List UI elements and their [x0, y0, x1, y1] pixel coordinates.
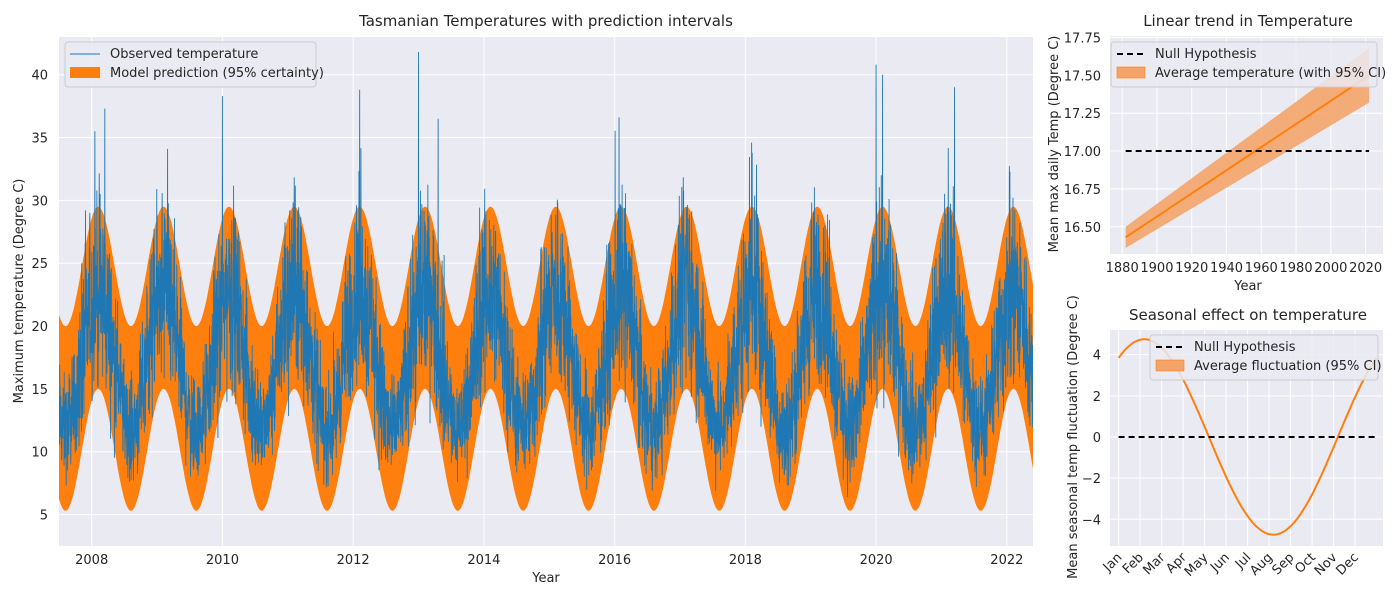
trend-y-tick-label: 17.00	[1064, 145, 1101, 160]
main-y-tick-label: 10	[31, 446, 48, 461]
main-chart: 2008 2010 2012 2014 2016 2018 2020 2022 5 10 15 20…	[12, 12, 1033, 586]
seasonal-y-tick-label: 0	[1093, 431, 1101, 446]
main-x-tick-label: 2014	[467, 553, 500, 568]
legend-swatch-seasonal-band	[1155, 359, 1185, 372]
trend-y-axis-label: Mean max daily Temp (Degree C)	[1047, 36, 1062, 253]
trend-y-tick-label: 17.25	[1064, 107, 1101, 122]
legend-label-seasonal-null: Null Hypothesis	[1194, 340, 1296, 355]
trend-mean-line	[1125, 74, 1370, 239]
trend-x-tick-label: 1980	[1280, 261, 1313, 276]
legend-label-observed: Observed temperature	[110, 47, 258, 62]
main-y-tick-label: 5	[40, 509, 48, 524]
main-y-tick-label: 30	[31, 194, 48, 209]
main-y-tick-label: 35	[31, 132, 48, 147]
main-x-tick-label: 2010	[206, 553, 239, 568]
trend-y-tick-label: 17.75	[1064, 32, 1101, 47]
seasonal-legend: Null Hypothesis Average fluctuation (95%…	[1149, 334, 1382, 381]
main-legend: Observed temperature Model prediction (9…	[64, 41, 324, 88]
main-y-axis-label: Maximum temperature (Degree C)	[12, 179, 27, 404]
seasonal-x-tick-label: Feb	[1120, 550, 1147, 577]
observed-temperature-line	[59, 52, 1033, 498]
seasonal-x-tick-label: Oct	[1292, 550, 1319, 577]
legend-label-seasonal-band: Average fluctuation (95% CI)	[1194, 359, 1382, 374]
seasonal-legend-box	[1149, 334, 1379, 381]
seasonal-x-tick-label: Jan	[1100, 550, 1125, 575]
legend-swatch-model	[70, 67, 100, 78]
seasonal-y-tick-label: −4	[1082, 513, 1101, 528]
main-x-tick-label: 2016	[598, 553, 631, 568]
trend-x-tick-label: 1940	[1210, 261, 1243, 276]
seasonal-x-tick-label: Dec	[1333, 550, 1361, 578]
seasonal-chart-title: Seasonal effect on temperature	[1129, 306, 1367, 324]
trend-x-tick-labels: 1880 1900 1920 1940 1960 1980 2000 2020	[1106, 261, 1383, 276]
trend-x-tick-label: 1920	[1175, 261, 1208, 276]
main-y-tick-label: 25	[31, 257, 48, 272]
main-x-tick-label: 2012	[337, 553, 370, 568]
trend-y-tick-label: 16.75	[1064, 183, 1101, 198]
main-x-tick-labels: 2008 2010 2012 2014 2016 2018 2020 2022	[75, 553, 1023, 568]
legend-label-model: Model prediction (95% certainty)	[110, 66, 324, 81]
main-y-tick-label: 20	[31, 320, 48, 335]
main-x-tick-label: 2008	[75, 553, 108, 568]
trend-x-tick-label: 2020	[1349, 261, 1382, 276]
main-y-tick-label: 40	[31, 69, 48, 84]
trend-x-tick-label: 2000	[1314, 261, 1347, 276]
seasonal-y-axis-label: Mean seasonal temp fluctuation (Degree C…	[1066, 295, 1081, 579]
main-x-tick-label: 2020	[860, 553, 893, 568]
main-legend-box	[64, 41, 317, 88]
trend-x-tick-label: 1880	[1106, 261, 1139, 276]
main-plot-area	[59, 52, 1033, 511]
seasonal-y-tick-label: 2	[1093, 390, 1101, 405]
trend-y-tick-label: 17.50	[1064, 69, 1101, 84]
main-x-tick-label: 2018	[729, 553, 762, 568]
seasonal-y-tick-labels: −4 −2 0 2 4	[1082, 349, 1101, 529]
trend-x-axis-label: Year	[1233, 279, 1262, 294]
trend-y-tick-labels: 16.50 16.75 17.00 17.25 17.50 17.75	[1064, 32, 1101, 236]
trend-x-tick-label: 1900	[1140, 261, 1173, 276]
seasonal-x-tick-label: Jun	[1207, 550, 1233, 576]
trend-y-tick-label: 16.50	[1064, 221, 1101, 236]
legend-swatch-trend-band	[1116, 66, 1146, 79]
trend-legend: Null Hypothesis Average temperature (wit…	[1110, 41, 1386, 88]
main-y-tick-labels: 5 10 15 20 25 30 35 40	[31, 69, 48, 524]
seasonal-y-tick-label: −2	[1082, 472, 1101, 487]
main-chart-title: Tasmanian Temperatures with prediction i…	[358, 12, 733, 30]
trend-x-tick-label: 1960	[1245, 261, 1278, 276]
main-x-axis-label: Year	[531, 571, 560, 586]
main-x-tick-label: 2022	[990, 553, 1023, 568]
trend-legend-box	[1110, 41, 1378, 88]
trend-chart: 1880 1900 1920 1940 1960 1980 2000 2020 16.5016…	[1047, 12, 1386, 294]
legend-label-trend-band: Average temperature (with 95% CI)	[1155, 66, 1386, 81]
main-y-tick-label: 15	[31, 383, 48, 398]
legend-label-trend-null: Null Hypothesis	[1155, 47, 1257, 62]
seasonal-y-tick-label: 4	[1093, 349, 1101, 364]
trend-chart-title: Linear trend in Temperature	[1143, 12, 1353, 30]
